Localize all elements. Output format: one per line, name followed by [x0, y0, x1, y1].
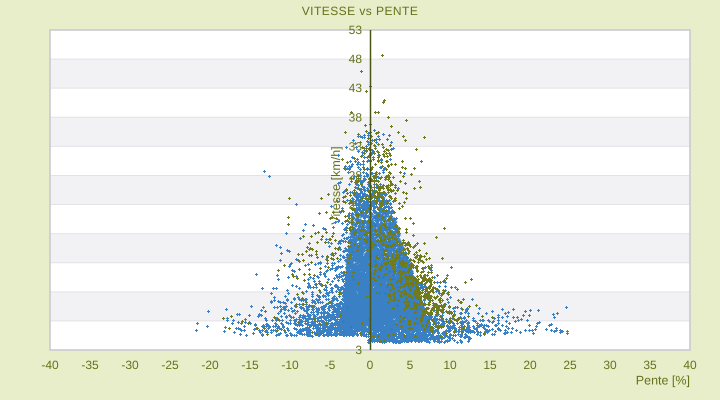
svg-text:-25: -25 [161, 358, 179, 372]
svg-text:43: 43 [349, 81, 363, 95]
svg-text:-10: -10 [281, 358, 299, 372]
svg-text:15: 15 [483, 358, 497, 372]
svg-text:-35: -35 [81, 358, 99, 372]
svg-text:Vitesse [km/h]: Vitesse [km/h] [329, 146, 343, 224]
svg-text:20: 20 [523, 358, 537, 372]
svg-text:-30: -30 [121, 358, 139, 372]
svg-text:10: 10 [443, 358, 457, 372]
svg-text:Pente [%]: Pente [%] [636, 374, 690, 388]
svg-text:35: 35 [643, 358, 657, 372]
svg-text:0: 0 [367, 358, 374, 372]
svg-text:33: 33 [349, 139, 363, 153]
svg-text:25: 25 [563, 358, 577, 372]
svg-text:-40: -40 [41, 358, 59, 372]
svg-text:-20: -20 [201, 358, 219, 372]
svg-text:38: 38 [349, 110, 363, 124]
svg-text:5: 5 [407, 358, 414, 372]
svg-text:48: 48 [349, 52, 363, 66]
svg-text:3: 3 [355, 343, 362, 357]
svg-text:40: 40 [683, 358, 697, 372]
svg-text:53: 53 [349, 23, 363, 37]
svg-text:VITESSE vs PENTE: VITESSE vs PENTE [302, 4, 419, 18]
svg-text:30: 30 [603, 358, 617, 372]
svg-text:-15: -15 [241, 358, 259, 372]
svg-text:-5: -5 [325, 358, 336, 372]
